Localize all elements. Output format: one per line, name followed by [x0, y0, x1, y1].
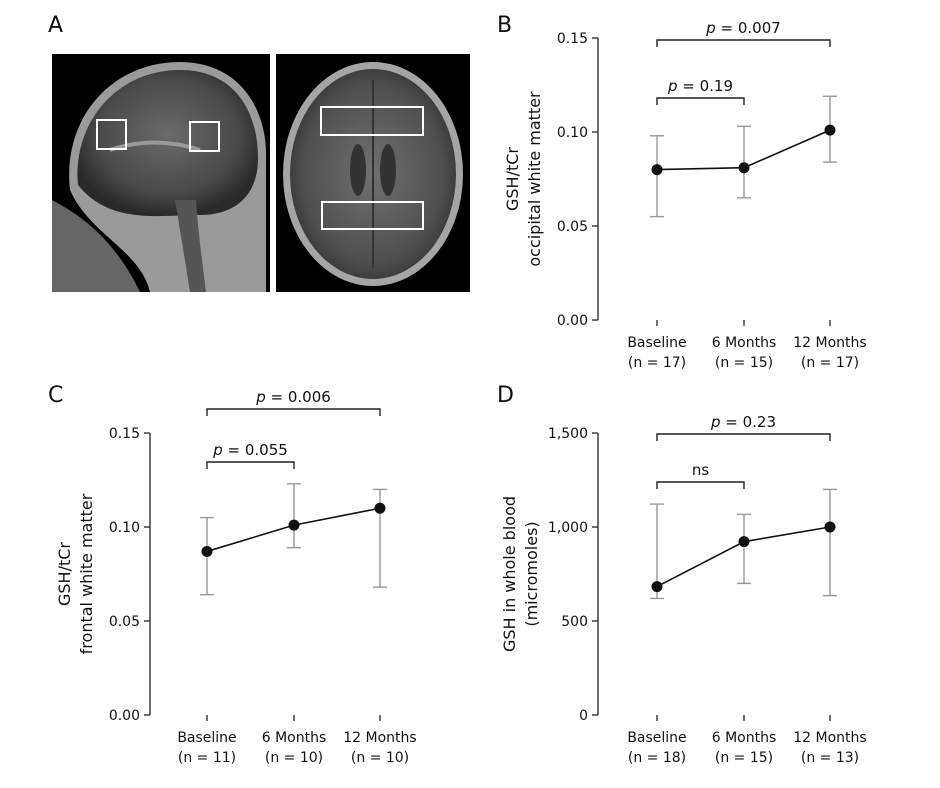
- roi-box-axial-lower: [321, 201, 424, 230]
- significance-bracket: [656, 433, 831, 441]
- significance-label: p = 0.055: [212, 441, 288, 459]
- x-category-label: (n = 18): [628, 750, 686, 766]
- panel-b-chart: B 0.00 0.05 0.10 0.15 GSH/tCr occipital white …: [497, 13, 867, 371]
- roi-box-axial-upper: [320, 106, 424, 136]
- significance-label: p = 0.006: [255, 388, 331, 406]
- data-point: [738, 162, 750, 174]
- significance-bracket: [206, 408, 381, 416]
- data-point: [374, 502, 386, 514]
- y-axis-label: GSH/tCr: [55, 542, 74, 606]
- y-tick-label: 1,500: [548, 426, 588, 442]
- x-category-label: 6 Months: [712, 730, 777, 746]
- panel-letter-a: A: [48, 13, 63, 38]
- roi-box-occipital: [96, 119, 127, 150]
- y-axis-label: (micromoles): [522, 521, 541, 626]
- panel-letter-b: B: [497, 13, 512, 38]
- y-tick-label: 0.05: [557, 219, 588, 235]
- roi-box-frontal: [189, 121, 220, 152]
- panel-d-chart: D 0 500 1,000 1,500 GSH in whole blood (microm…: [497, 383, 867, 766]
- panel-letter-c: C: [48, 383, 63, 408]
- y-tick-label: 500: [561, 614, 588, 630]
- x-category-label: 12 Months: [793, 730, 866, 746]
- x-category-label: (n = 11): [178, 750, 236, 766]
- y-tick-label: 0.00: [557, 313, 588, 329]
- x-category-label: (n = 10): [265, 750, 323, 766]
- significance-label: ns: [692, 461, 710, 479]
- x-category-label: 12 Months: [793, 335, 866, 351]
- y-tick-label: 0.05: [109, 614, 140, 630]
- x-category-label: (n = 10): [351, 750, 409, 766]
- y-tick-label: 0: [579, 708, 588, 724]
- x-category-label: Baseline: [627, 730, 686, 746]
- significance-label: p = 0.23: [710, 413, 776, 431]
- x-category-label: (n = 17): [801, 355, 859, 371]
- significance-bracket: [656, 39, 831, 47]
- y-tick-label: 0.10: [557, 125, 588, 141]
- data-point: [824, 124, 836, 136]
- y-tick-label: 0.00: [109, 708, 140, 724]
- panel-letter-d: D: [497, 383, 514, 408]
- x-category-label: (n = 13): [801, 750, 859, 766]
- y-axis-label: GSH in whole blood: [500, 496, 519, 652]
- significance-bracket: [656, 97, 745, 105]
- mri-sagittal-image: [52, 54, 270, 292]
- x-category-label: Baseline: [627, 335, 686, 351]
- data-point: [288, 519, 300, 531]
- x-category-label: 6 Months: [262, 730, 327, 746]
- x-category-label: 6 Months: [712, 335, 777, 351]
- significance-label: p = 0.007: [705, 19, 781, 37]
- x-category-label: 12 Months: [343, 730, 416, 746]
- y-tick-label: 0.15: [557, 31, 588, 47]
- data-point: [651, 164, 663, 176]
- x-category-label: (n = 15): [715, 355, 773, 371]
- y-tick-label: 0.10: [109, 520, 140, 536]
- significance-label: p = 0.19: [667, 77, 733, 95]
- y-axis-label: GSH/tCr: [503, 147, 522, 211]
- mri-axial-image: [276, 54, 470, 292]
- y-tick-label: 0.15: [109, 426, 140, 442]
- y-tick-label: 1,000: [548, 520, 588, 536]
- y-axis-label: occipital white matter: [525, 91, 544, 267]
- data-point: [738, 536, 750, 548]
- panel-c-chart: C 0.00 0.05 0.10 0.15 GSH/tCr frontal white ma…: [48, 383, 417, 766]
- panel-a: A: [48, 13, 470, 292]
- x-category-label: (n = 17): [628, 355, 686, 371]
- significance-bracket: [656, 481, 745, 489]
- data-point: [824, 521, 836, 533]
- data-point: [651, 581, 663, 593]
- y-axis-label: frontal white matter: [77, 493, 96, 654]
- x-category-label: (n = 15): [715, 750, 773, 766]
- x-category-label: Baseline: [177, 730, 236, 746]
- data-point: [201, 545, 213, 557]
- significance-bracket: [206, 461, 295, 469]
